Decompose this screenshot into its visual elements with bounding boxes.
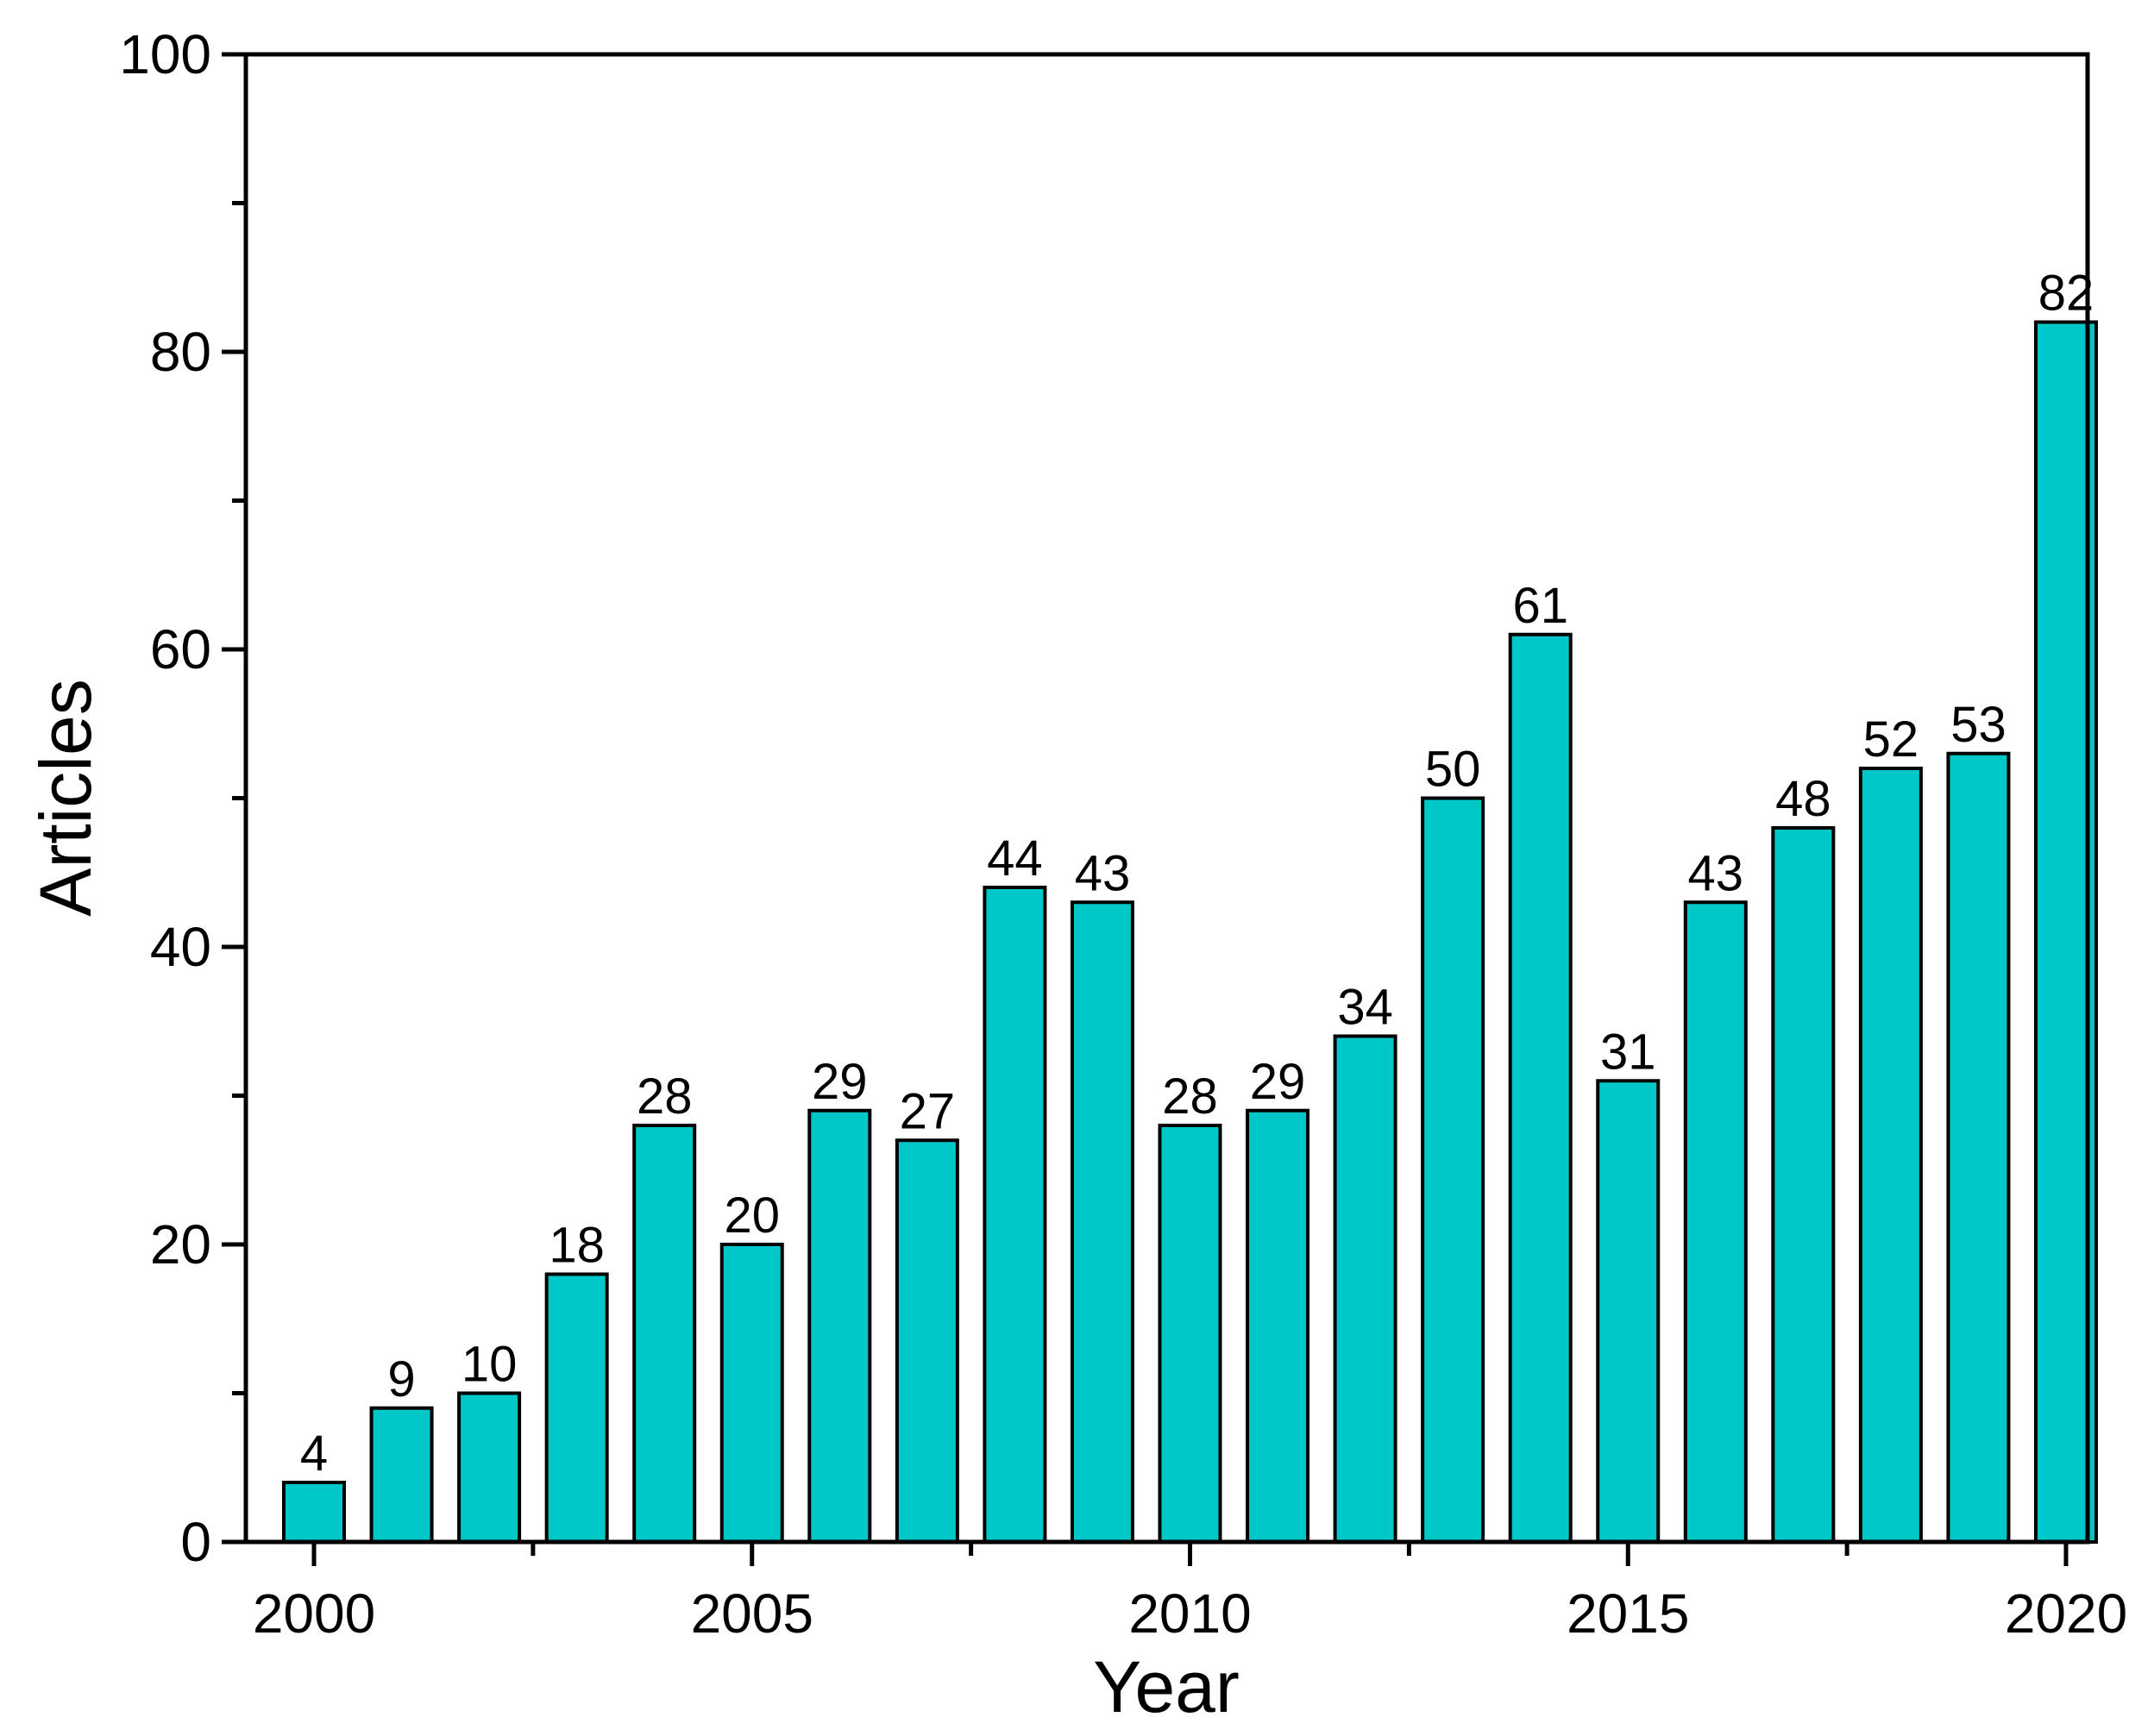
x-tick-label: 2010 xyxy=(1128,1582,1251,1645)
y-tick-label: 60 xyxy=(150,618,211,680)
data-label-2011: 29 xyxy=(1250,1054,1306,1110)
bar-2005 xyxy=(719,1243,784,1544)
bar-2012 xyxy=(1333,1034,1397,1544)
data-label-2005: 20 xyxy=(724,1188,780,1244)
data-label-2009: 43 xyxy=(1075,845,1131,901)
data-label-2006: 29 xyxy=(812,1054,868,1110)
y-tick-label: 100 xyxy=(119,23,211,85)
data-label-2010: 28 xyxy=(1162,1069,1218,1125)
data-label-2002: 10 xyxy=(462,1337,518,1393)
y-axis-title: Articles xyxy=(25,679,106,916)
data-label-2008: 44 xyxy=(987,830,1043,887)
bar-2007 xyxy=(895,1138,959,1544)
y-axis-ticks: 0 20 40 60 80 100 xyxy=(119,23,246,1573)
data-label-2013: 50 xyxy=(1425,742,1481,798)
data-label-2017: 48 xyxy=(1775,771,1831,827)
data-label-2019: 53 xyxy=(1950,697,2006,753)
bar-2009 xyxy=(1070,900,1134,1544)
data-label-2015: 31 xyxy=(1600,1024,1656,1080)
data-label-2018: 52 xyxy=(1863,711,1919,768)
data-label-2014: 61 xyxy=(1512,578,1568,634)
bar-2006 xyxy=(807,1108,872,1544)
data-labels-layer: 4 9 10 18 28 20 29 27 44 43 28 29 34 50 61 31 43 48 52 53 82 xyxy=(300,266,2094,1482)
bar-2002 xyxy=(457,1391,522,1544)
bar-2010 xyxy=(1158,1124,1222,1544)
bar-2008 xyxy=(983,886,1047,1544)
data-label-2007: 27 xyxy=(900,1083,956,1139)
data-label-2004: 28 xyxy=(637,1069,693,1125)
bars-layer xyxy=(282,320,2098,1544)
y-tick-label: 20 xyxy=(150,1213,211,1275)
bar-2018 xyxy=(1858,767,1923,1544)
bar-2015 xyxy=(1596,1079,1661,1544)
data-label-2016: 43 xyxy=(1688,845,1744,901)
y-tick-label: 80 xyxy=(150,321,211,383)
y-tick-label: 40 xyxy=(150,916,211,978)
bar-2011 xyxy=(1246,1108,1310,1544)
x-tick-label: 2005 xyxy=(691,1582,813,1645)
bar-2017 xyxy=(1771,826,1836,1544)
x-axis-title: Year xyxy=(1093,1646,1240,1727)
data-label-2020: 82 xyxy=(2038,266,2094,322)
data-label-2012: 34 xyxy=(1337,980,1393,1036)
bar-2019 xyxy=(1946,751,2011,1544)
bar-2014 xyxy=(1508,632,1573,1544)
x-tick-label: 2020 xyxy=(2005,1582,2127,1645)
bar-2013 xyxy=(1421,796,1485,1544)
bar-2004 xyxy=(632,1124,697,1544)
bar-2001 xyxy=(369,1406,434,1544)
data-label-2003: 18 xyxy=(549,1218,605,1274)
x-tick-label: 2015 xyxy=(1567,1582,1689,1645)
x-tick-label: 2000 xyxy=(253,1582,375,1645)
bar-2003 xyxy=(544,1272,609,1544)
data-label-2000: 4 xyxy=(300,1426,328,1482)
x-axis-ticks: 2000 2005 2010 2015 2020 xyxy=(253,1542,2127,1645)
bar-2000 xyxy=(282,1481,346,1544)
y-tick-label: 0 xyxy=(180,1511,211,1573)
bar-2016 xyxy=(1683,900,1748,1544)
data-label-2001: 9 xyxy=(387,1351,415,1407)
